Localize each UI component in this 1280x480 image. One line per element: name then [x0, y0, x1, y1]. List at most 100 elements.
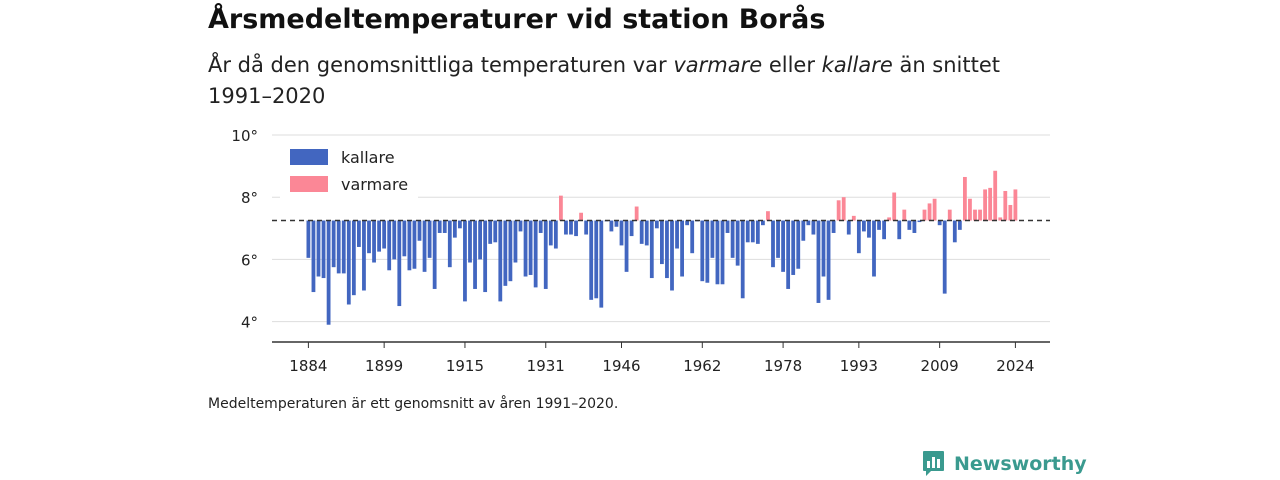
bar-2002 — [902, 209, 907, 221]
bar-2019 — [988, 187, 993, 221]
bar-1912 — [447, 220, 452, 268]
bar-1935 — [564, 220, 568, 235]
y-tick-label: 4° — [241, 314, 258, 332]
subtitle-emphasis-kallare: kallare — [821, 53, 893, 77]
bar-1960 — [690, 220, 695, 254]
bar-1950 — [639, 220, 644, 244]
x-tick-label: 1899 — [365, 357, 403, 375]
bar-1964 — [710, 220, 715, 258]
bar-1963 — [705, 220, 710, 283]
bar-2023 — [1008, 204, 1013, 221]
chart-title: Årsmedeltemperaturer vid station Borås — [208, 4, 826, 35]
bar-1980 — [791, 220, 796, 275]
bar-1904 — [407, 220, 412, 271]
legend-label-varmare: varmare — [341, 175, 408, 194]
bar-1989 — [836, 200, 841, 221]
bar-1932 — [548, 220, 553, 246]
bar-1899 — [382, 220, 387, 249]
bar-1940 — [589, 220, 594, 300]
bar-1888 — [326, 220, 331, 325]
bar-2004 — [912, 220, 917, 233]
chart-subtitle: År då den genomsnittliga temperaturen va… — [208, 50, 1028, 112]
bar-1955 — [665, 220, 669, 279]
bar-1947 — [624, 220, 629, 272]
bar-1889 — [331, 220, 336, 268]
bar-1907 — [422, 220, 427, 272]
x-tick-label: 1962 — [683, 357, 721, 375]
bar-1990 — [841, 197, 846, 221]
bar-1981 — [796, 220, 801, 269]
legend-swatch-varmare — [290, 176, 328, 192]
bar-1896 — [367, 220, 371, 254]
legend-swatch-kallare — [290, 149, 328, 165]
bar-1995 — [867, 220, 871, 238]
bar-1926 — [518, 220, 523, 232]
bar-1971 — [745, 220, 750, 243]
bar-1984 — [811, 220, 816, 235]
x-tick-label: 1993 — [840, 357, 878, 375]
bar-1916 — [468, 220, 472, 263]
subtitle-text-2: eller — [762, 53, 822, 77]
bars — [306, 170, 1018, 325]
bar-2010 — [942, 220, 947, 294]
bar-1986 — [821, 220, 826, 277]
subtitle-emphasis-varmare: varmare — [673, 53, 763, 77]
bar-1887 — [321, 220, 326, 279]
x-tick-labels: 1884 1899 1915 1931 1946 1962 1978 1993 2009 2024 — [289, 342, 1034, 375]
bar-1891 — [341, 220, 346, 274]
bar-1886 — [316, 220, 321, 277]
bar-2015 — [968, 198, 972, 221]
bar-1884 — [306, 220, 311, 258]
bar-1998 — [882, 220, 886, 240]
bar-1997 — [877, 220, 881, 230]
bar-2007 — [927, 203, 932, 221]
bar-1906 — [417, 220, 422, 241]
y-tick-labels: 4° 6° 8° 10° — [231, 127, 258, 332]
bar-1946 — [619, 220, 624, 246]
bar-1923 — [503, 220, 508, 286]
bar-1988 — [831, 220, 836, 233]
bar-1915 — [463, 220, 467, 302]
bar-1967 — [725, 220, 730, 233]
bar-1938 — [579, 212, 583, 221]
y-tick-label: 6° — [241, 251, 258, 269]
bar-1983 — [806, 220, 811, 226]
bar-1965 — [715, 220, 720, 285]
bar-1919 — [483, 220, 488, 293]
bar-1892 — [346, 220, 351, 305]
bar-1975 — [766, 211, 770, 221]
bar-1917 — [473, 220, 477, 289]
bar-1936 — [569, 220, 573, 235]
bar-2003 — [907, 220, 912, 230]
bar-1930 — [538, 220, 543, 233]
bar-2018 — [983, 189, 987, 221]
bar-1987 — [826, 220, 831, 300]
bar-1918 — [478, 220, 482, 260]
bar-1897 — [372, 220, 376, 263]
bar-1934 — [559, 195, 563, 221]
y-tick-label: 10° — [231, 127, 258, 145]
bar-1895 — [362, 220, 366, 291]
bar-1957 — [675, 220, 679, 249]
bar-1925 — [513, 220, 518, 263]
bar-1911 — [442, 220, 447, 233]
legend-label-kallare: kallare — [341, 148, 395, 167]
bar-1994 — [862, 220, 866, 232]
bar-2000 — [892, 192, 897, 221]
bar-2024 — [1013, 189, 1018, 221]
bar-2012 — [952, 220, 957, 243]
bar-1999 — [887, 217, 892, 221]
x-tick-label: 1978 — [764, 357, 802, 375]
bar-1948 — [629, 220, 634, 237]
bar-2001 — [897, 220, 902, 240]
bar-1937 — [574, 220, 578, 237]
bar-1966 — [720, 220, 725, 285]
bar-1962 — [700, 220, 705, 282]
bar-1910 — [437, 220, 442, 233]
footnote: Medeltemperaturen är ett genomsnitt av å… — [208, 396, 619, 412]
bar-1992 — [851, 215, 856, 221]
bar-2016 — [973, 209, 977, 221]
bar-2011 — [947, 209, 952, 221]
x-tick-label: 1946 — [602, 357, 640, 375]
bar-1996 — [872, 220, 876, 277]
